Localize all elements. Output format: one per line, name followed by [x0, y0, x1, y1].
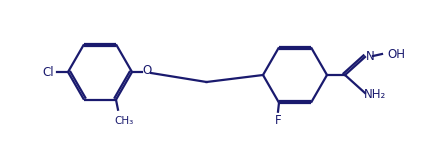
Text: Cl: Cl: [42, 66, 54, 78]
Text: N: N: [366, 50, 375, 63]
Text: CH₃: CH₃: [114, 116, 134, 126]
Text: NH₂: NH₂: [364, 88, 386, 102]
Text: OH: OH: [387, 48, 405, 60]
Text: F: F: [275, 114, 281, 127]
Text: O: O: [142, 64, 152, 78]
